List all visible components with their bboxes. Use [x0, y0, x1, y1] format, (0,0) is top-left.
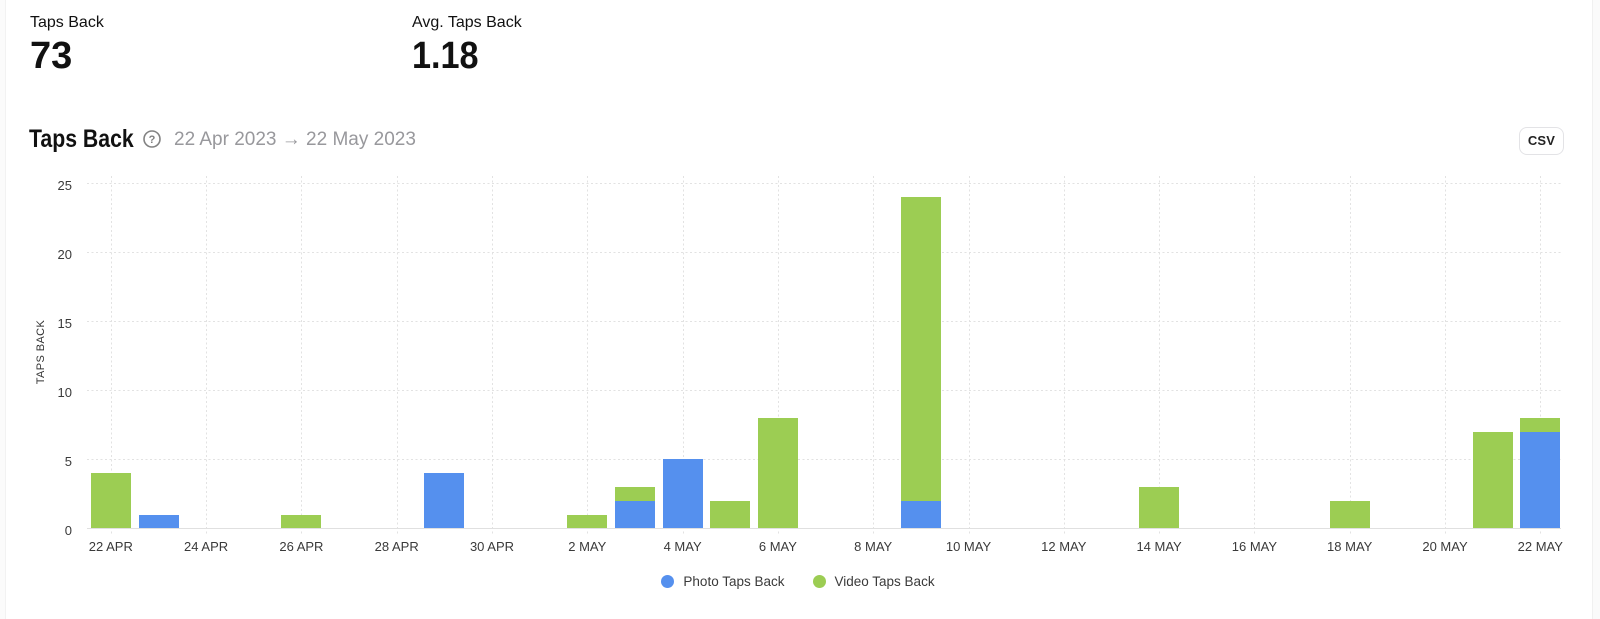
svg-text:?: ? [149, 134, 156, 146]
